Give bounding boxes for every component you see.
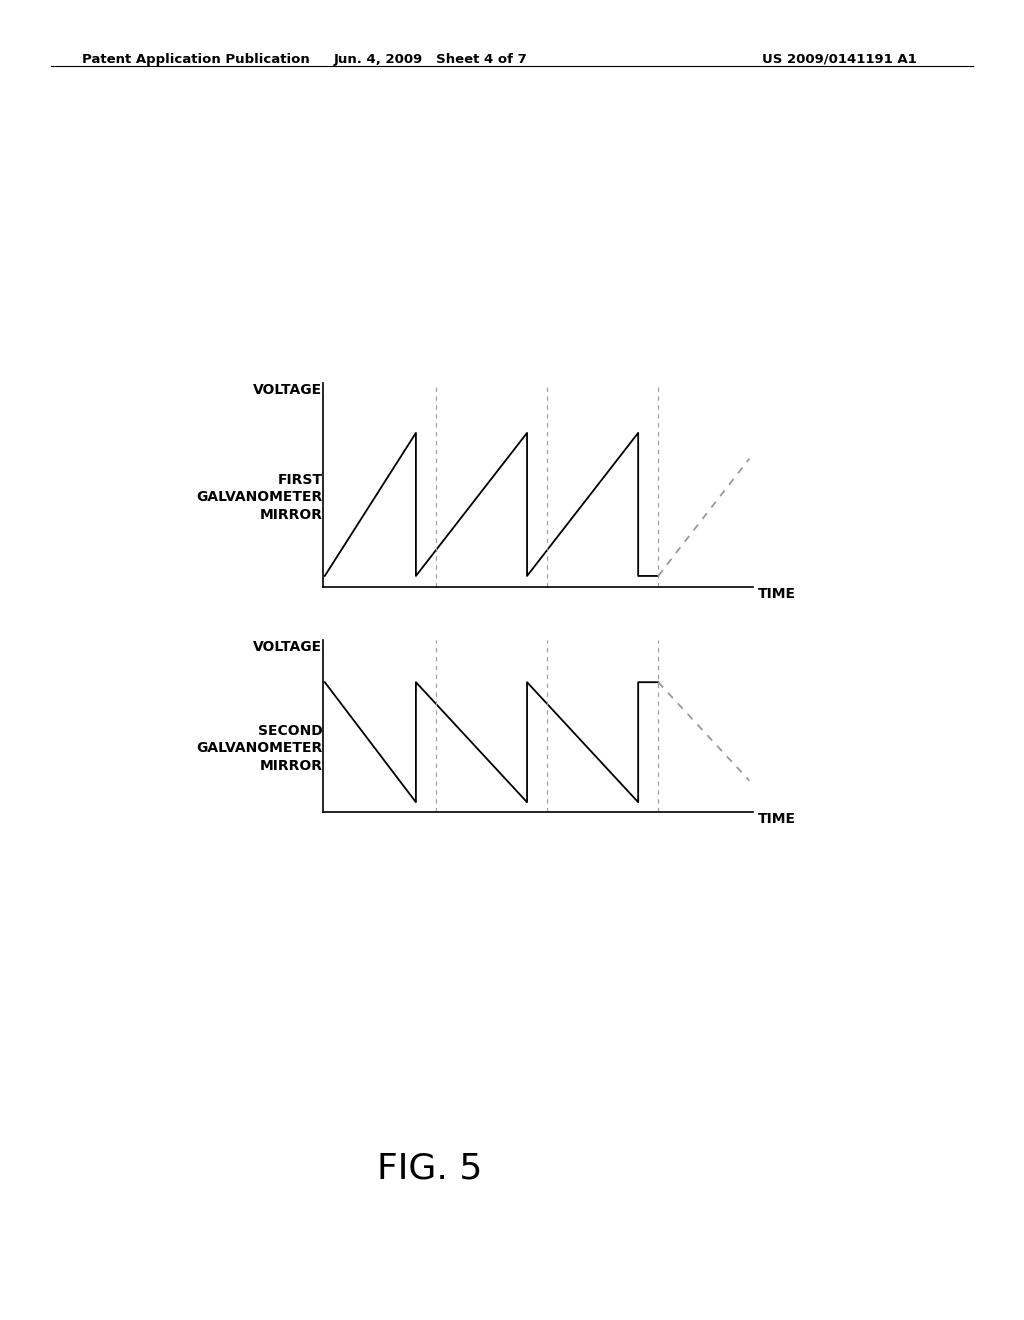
Text: US 2009/0141191 A1: US 2009/0141191 A1 [762,53,918,66]
Text: TIME: TIME [758,587,797,602]
Text: VOLTAGE: VOLTAGE [253,383,323,397]
Text: FIRST
GALVANOMETER
MIRROR: FIRST GALVANOMETER MIRROR [197,473,323,521]
Text: VOLTAGE: VOLTAGE [253,640,323,655]
Text: FIG. 5: FIG. 5 [378,1151,482,1185]
Text: TIME: TIME [758,812,797,826]
Text: SECOND
GALVANOMETER
MIRROR: SECOND GALVANOMETER MIRROR [197,723,323,772]
Text: Patent Application Publication: Patent Application Publication [82,53,309,66]
Text: Jun. 4, 2009   Sheet 4 of 7: Jun. 4, 2009 Sheet 4 of 7 [333,53,527,66]
